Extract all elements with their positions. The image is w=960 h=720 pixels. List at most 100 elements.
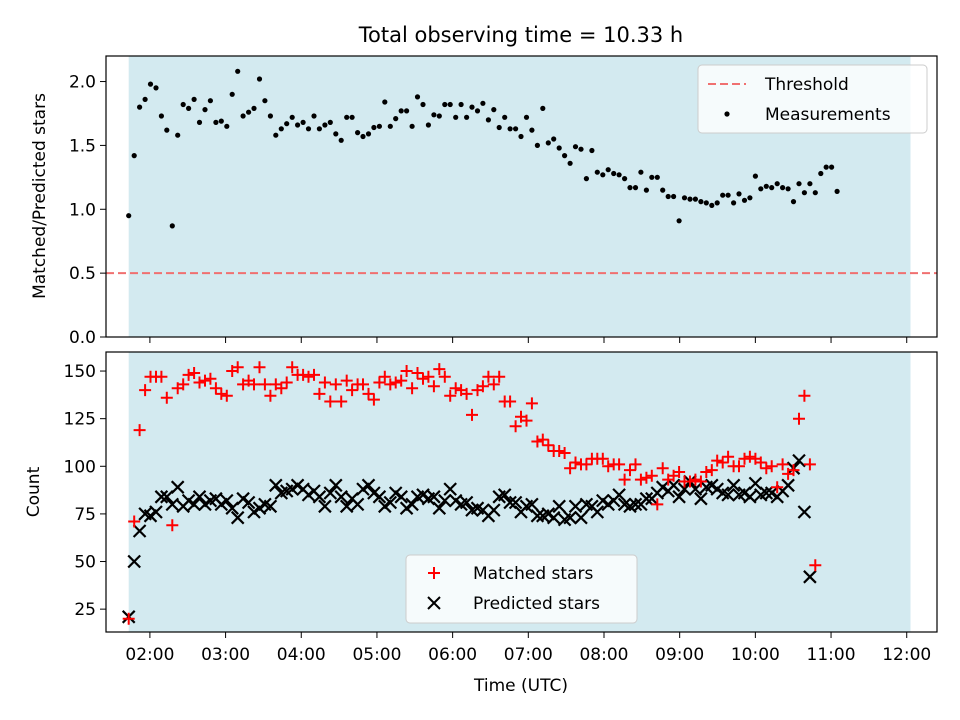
matched-star-point — [373, 376, 386, 389]
count-x-axis: 02:00 03:00 04:00 05:00 06:00 07:00 08:00 09:00… — [125, 632, 931, 665]
predicted-star-point — [132, 524, 147, 538]
predicted-star-point — [574, 510, 588, 525]
matched-star-point — [188, 367, 201, 379]
matched-star-point — [476, 380, 489, 393]
predicted-star-point — [677, 482, 692, 496]
measurement-point — [747, 195, 753, 201]
measurement-point — [256, 76, 263, 82]
matched-star-point — [346, 384, 359, 397]
measurement-point — [676, 218, 682, 224]
matched-star-point — [765, 460, 778, 473]
matched-star-point — [231, 361, 244, 374]
measurement-point — [196, 119, 203, 125]
matched-star-point — [357, 378, 369, 391]
legend-measurements-swatch — [724, 111, 730, 117]
matched-star-point — [525, 397, 538, 410]
predicted-star-point — [220, 493, 234, 508]
predicted-star-point — [339, 499, 354, 514]
ratio-y-axis: 0.0 0.5 1.0 1.5 2.0 — [69, 73, 106, 348]
matched-star-point — [705, 464, 718, 477]
xtick-label: 05:00 — [352, 645, 401, 665]
predicted-star-point — [350, 497, 365, 512]
measurement-point — [496, 124, 502, 131]
predicted-star-point — [721, 488, 735, 502]
predicted-star-point — [329, 478, 343, 493]
predicted-star-point — [432, 501, 447, 515]
matched-star-point — [133, 424, 146, 437]
matched-star-point — [460, 387, 473, 400]
matched-star-point — [689, 473, 702, 486]
predicted-star-point — [781, 478, 795, 493]
matched-star-point — [444, 389, 457, 402]
measurement-point — [235, 68, 241, 74]
matched-star-point — [422, 370, 435, 383]
predicted-star-point — [269, 478, 283, 493]
xtick-label: 07:00 — [504, 645, 553, 665]
ratio-ytick-label: 1.0 — [69, 200, 96, 220]
count-legend-box — [405, 554, 638, 624]
measurement-point — [556, 145, 562, 151]
predicted-star-point — [688, 482, 703, 496]
measurement-point — [229, 91, 235, 97]
measurement-point — [829, 164, 835, 170]
x-axis-label: Time (UTC) — [473, 676, 568, 696]
matched-star-point — [248, 378, 260, 391]
measurement-point — [622, 176, 628, 182]
measurement-point — [616, 172, 622, 178]
count-y-axis: 25 50 75 100 125 150 — [64, 362, 106, 620]
predicted-star-point — [459, 495, 474, 510]
count-ylabel: Count — [24, 466, 44, 517]
measurement-point — [420, 101, 426, 108]
measurement-point — [643, 187, 650, 193]
matched-star-point — [193, 376, 206, 389]
measurement-point — [251, 105, 257, 111]
measurement-point — [316, 126, 322, 132]
measurement-point — [638, 169, 644, 175]
matched-star-point — [798, 389, 811, 402]
matched-star-point — [417, 372, 429, 385]
matched-star-point — [596, 452, 609, 465]
matched-star-point — [694, 475, 707, 488]
matched-star-point — [449, 382, 462, 395]
measurement-point — [262, 98, 268, 104]
xtick-label: 08:00 — [579, 645, 628, 665]
matched-star-point — [166, 519, 179, 532]
matched-star-point — [362, 387, 375, 400]
measurement-point — [164, 127, 170, 133]
measurement-point — [246, 109, 252, 115]
matched-star-point — [793, 412, 805, 425]
matched-star-point — [803, 458, 816, 471]
matched-star-point — [367, 393, 380, 406]
measurement-point — [191, 96, 197, 102]
predicted-star-point — [361, 478, 376, 493]
predicted-star-point — [405, 497, 419, 512]
measurement-point — [289, 114, 295, 120]
count-ytick-label: 75 — [74, 505, 96, 525]
measurement-point — [572, 144, 579, 150]
measurement-point — [240, 113, 246, 119]
matched-star-point — [520, 414, 533, 427]
measurement-point — [769, 185, 775, 191]
matched-star-point — [427, 380, 440, 393]
ratio-ytick-label: 0.0 — [69, 328, 96, 348]
measurement-point — [502, 114, 508, 120]
matched-star-point — [324, 395, 337, 408]
measurement-point — [812, 190, 818, 196]
measurement-point — [665, 193, 671, 200]
matched-star-point — [771, 481, 784, 494]
predicted-star-point — [590, 505, 605, 519]
measurement-point — [453, 114, 459, 120]
measurement-point — [774, 181, 780, 187]
matched-star-point — [629, 458, 642, 471]
matched-star-point — [738, 452, 751, 465]
matched-star-point — [253, 361, 266, 374]
matched-star-point — [182, 368, 195, 381]
predicted-star-point — [154, 490, 169, 504]
predicted-star-point — [383, 495, 398, 510]
measurement-point — [714, 200, 720, 206]
predicted-star-point — [748, 476, 763, 491]
measurement-point — [344, 114, 350, 120]
matched-star-point — [531, 435, 544, 448]
measurement-point — [562, 153, 568, 159]
predicted-star-point — [797, 505, 812, 519]
